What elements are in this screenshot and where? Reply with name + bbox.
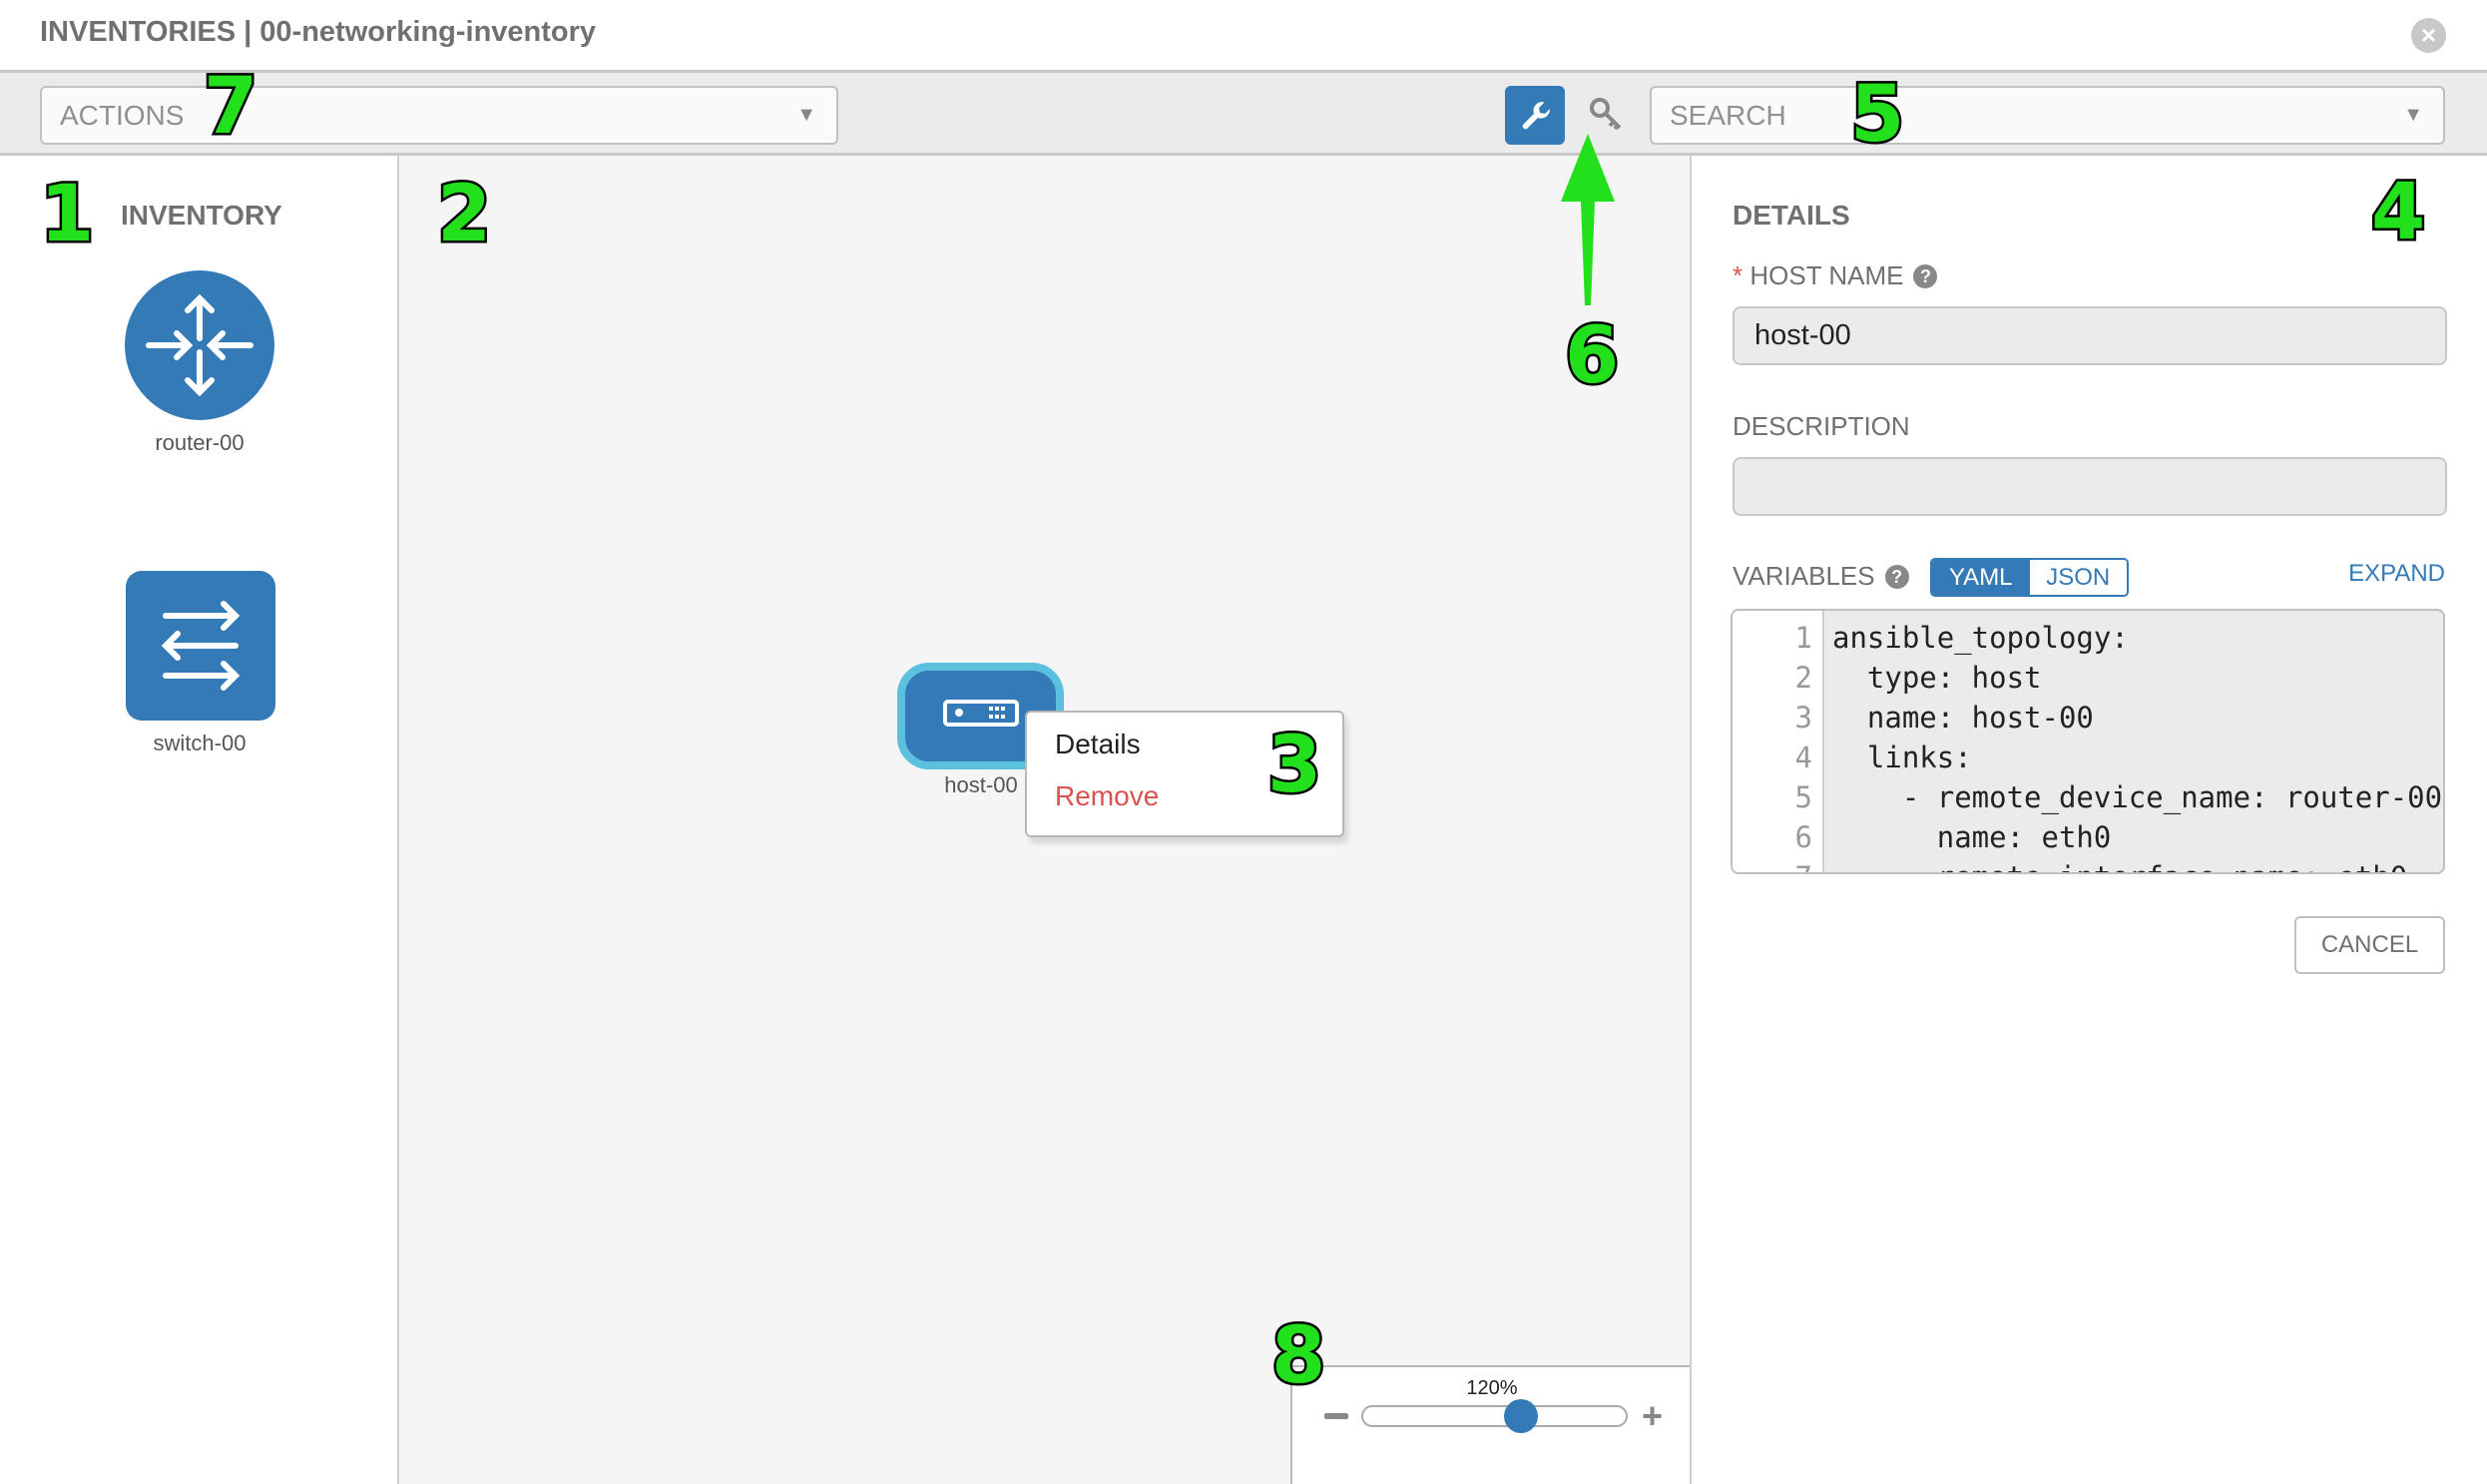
wrench-button[interactable] [1505, 86, 1565, 145]
page-title: INVENTORIES | 00-networking-inventory [40, 16, 597, 48]
key-icon[interactable] [1587, 95, 1627, 135]
cancel-button[interactable]: CANCEL [2294, 916, 2445, 974]
zoom-slider-handle[interactable] [1504, 1399, 1539, 1433]
inventory-item-switch[interactable] [126, 571, 275, 721]
variables-label-text: VARIABLES [1733, 561, 1875, 591]
search-dropdown[interactable]: SEARCH ▼ [1650, 86, 2445, 145]
description-input[interactable] [1733, 457, 2447, 516]
title-bar: INVENTORIES | 00-networking-inventory × [0, 0, 2487, 73]
inventory-title: INVENTORY [121, 200, 282, 231]
zoom-level: 120% [1466, 1377, 1518, 1399]
line-number: 6 [1794, 820, 1812, 854]
host-icon [943, 700, 1019, 727]
annotation-2: 2 [434, 170, 493, 259]
annotation-6: 6 [1562, 311, 1621, 401]
zoom-panel: 120% + [1290, 1365, 1690, 1484]
description-label: DESCRIPTION [1733, 411, 1910, 441]
help-icon[interactable]: ? [1913, 264, 1938, 288]
required-mark: * [1733, 260, 1743, 290]
router-icon [146, 293, 253, 397]
inventory-item-router[interactable] [125, 270, 274, 420]
line-number: 3 [1794, 701, 1812, 735]
context-menu: Details Remove [1025, 711, 1344, 837]
search-placeholder: SEARCH [1670, 100, 1786, 131]
caret-down-icon: ▼ [796, 104, 816, 126]
switch-label: switch-00 [153, 731, 247, 755]
close-icon[interactable]: × [2411, 18, 2446, 53]
annotation-4: 4 [2368, 168, 2427, 257]
code-line: links: [1832, 741, 1972, 774]
yaml-toggle[interactable]: YAML [1932, 560, 2030, 595]
annotation-arrow-icon [1561, 134, 1615, 305]
menu-item-details[interactable]: Details [1055, 729, 1141, 759]
zoom-out-icon[interactable] [1324, 1413, 1348, 1419]
toolbar: ACTIONS ▼ SEARCH ▼ [0, 73, 2487, 156]
zoom-slider[interactable] [1361, 1405, 1628, 1427]
host-name-input[interactable]: host-00 [1733, 306, 2447, 365]
host-name-label: * HOST NAME? [1733, 260, 1938, 291]
caret-down-icon: ▼ [2403, 104, 2423, 126]
code-line: type: host [1832, 661, 2042, 695]
annotation-3: 3 [1264, 721, 1323, 810]
line-number: 5 [1794, 780, 1812, 814]
expand-link[interactable]: EXPAND [2348, 560, 2445, 587]
router-label: router-00 [155, 430, 245, 455]
line-number: 1 [1794, 621, 1812, 655]
inventory-panel: INVENTORY router-00 switch-00 [0, 156, 399, 1484]
switch-icon [161, 601, 241, 691]
annotation-7: 7 [201, 62, 259, 152]
code-line: - remote_device_name: router-00 [1832, 780, 2443, 814]
host-name-label-text: HOST NAME [1749, 260, 1904, 290]
help-icon[interactable]: ? [1884, 565, 1909, 589]
details-title: DETAILS [1733, 200, 1850, 231]
line-number: 2 [1794, 661, 1812, 695]
code-line: ansible_topology: [1832, 621, 2129, 655]
actions-dropdown[interactable]: ACTIONS ▼ [40, 86, 838, 145]
variables-editor[interactable]: 1 2 3 4 5 6 7 ansible_topology: type: host nam… [1731, 609, 2445, 874]
annotation-5: 5 [1847, 70, 1906, 160]
topology-canvas[interactable]: host-00 Details Remove [399, 156, 1690, 1484]
json-toggle[interactable]: JSON [2029, 560, 2127, 595]
code-line: name: host-00 [1832, 701, 2094, 735]
line-number: 7 [1795, 860, 1812, 872]
host-label: host-00 [944, 772, 1018, 797]
annotation-8: 8 [1268, 1311, 1327, 1401]
code-line: remote_interface_name: eth0 [1832, 860, 2407, 872]
menu-item-remove[interactable]: Remove [1055, 780, 1160, 811]
line-number-gutter: 1 2 3 4 5 6 7 [1733, 611, 1824, 872]
zoom-in-icon[interactable]: + [1642, 1395, 1664, 1436]
annotation-1: 1 [37, 170, 96, 259]
line-number: 4 [1794, 741, 1812, 774]
variables-label: VARIABLES? [1733, 561, 1909, 592]
format-toggle: YAML JSON [1930, 558, 2129, 597]
wrench-icon [1522, 101, 1551, 130]
code-line: name: eth0 [1832, 820, 2112, 854]
actions-label: ACTIONS [60, 100, 185, 131]
